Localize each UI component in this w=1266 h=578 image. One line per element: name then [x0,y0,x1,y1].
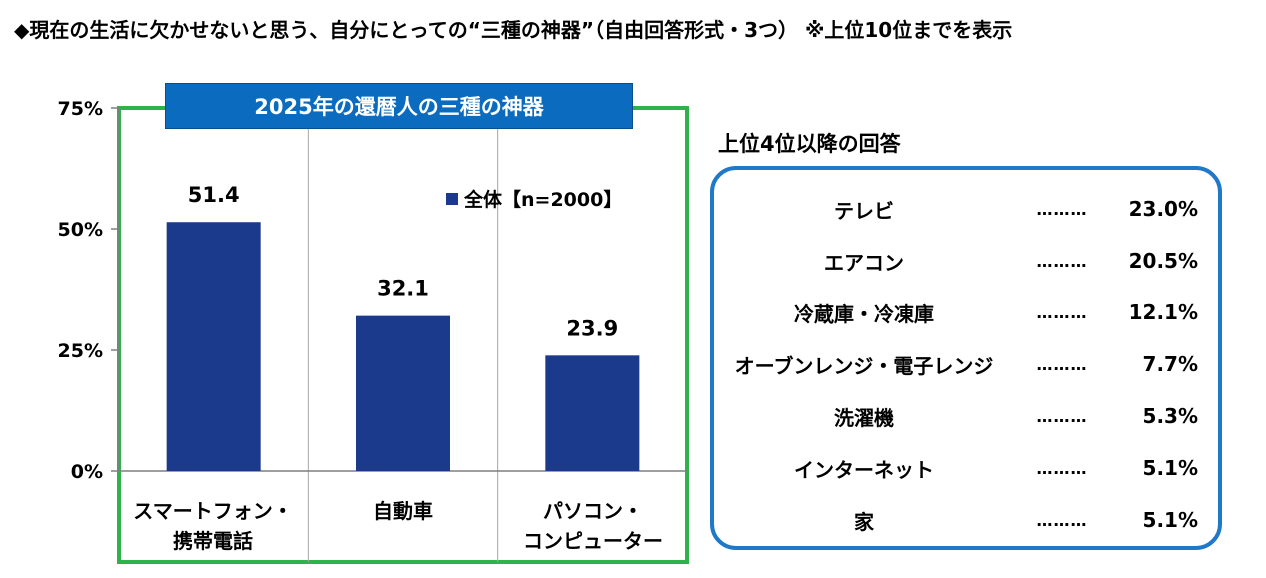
list-item: 洗濯機 ……… 5.3% [714,401,1218,431]
category-label: 自動車 [373,499,433,523]
y-tick-label: 0% [71,461,103,483]
leader-dots: ……… [1036,406,1088,426]
item-value: 5.1% [1142,508,1198,532]
y-tick-label: 50% [58,219,103,241]
category-label: パソコン・ コンピューター [523,499,663,553]
list-item: 冷蔵庫・冷凍庫 ……… 12.1% [714,297,1218,327]
item-value: 5.1% [1142,456,1198,480]
other-answers-panel: テレビ ……… 23.0% エアコン ……… 20.5% 冷蔵庫・冷凍庫 ………… [710,166,1222,550]
bar [356,315,450,471]
item-label: インターネット [794,457,934,482]
item-label: オーブンレンジ・電子レンジ [734,353,994,378]
leader-dots: ……… [1036,458,1088,478]
item-label: 洗濯機 [834,405,894,430]
data-label: 32.1 [377,277,429,301]
legend-swatch [446,192,458,205]
bar [166,222,261,471]
list-item: インターネット ……… 5.1% [714,453,1218,483]
data-label: 51.4 [188,183,240,207]
chart-title: 2025年の還暦人の三種の神器 [165,83,633,129]
item-value: 5.3% [1142,404,1198,428]
item-label: エアコン [824,250,904,275]
list-item: エアコン ……… 20.5% [714,246,1218,276]
y-tick-label: 75% [58,98,103,120]
panel-heading: 上位4位以降の回答 [718,132,901,156]
item-value: 12.1% [1128,300,1198,324]
list-item: 家 ……… 5.1% [714,505,1218,535]
legend: 全体【n=2000】 [446,185,622,212]
leader-dots: ……… [1036,510,1088,530]
item-value: 7.7% [1142,352,1198,376]
item-label: 家 [854,509,874,534]
bar [545,355,640,471]
list-item: テレビ ……… 23.0% [714,194,1218,224]
item-label: 冷蔵庫・冷凍庫 [794,301,934,326]
leader-dots: ……… [1036,199,1088,219]
legend-label: 全体【n=2000】 [464,189,623,211]
data-label: 23.9 [566,316,618,340]
item-value: 20.5% [1128,249,1198,273]
leader-dots: ……… [1036,354,1088,374]
y-tick-label: 25% [58,340,103,362]
list-item: オーブンレンジ・電子レンジ ……… 7.7% [714,349,1218,379]
category-label: スマートフォン・ 携帯電話 [133,499,293,553]
leader-dots: ……… [1036,251,1088,271]
leader-dots: ……… [1036,302,1088,322]
item-label: テレビ [834,198,894,223]
page-title: ◆現在の生活に欠かせないと思う、自分にとっての“三種の神器”（自由回答形式・3つ… [14,18,1013,42]
item-value: 23.0% [1128,197,1198,221]
